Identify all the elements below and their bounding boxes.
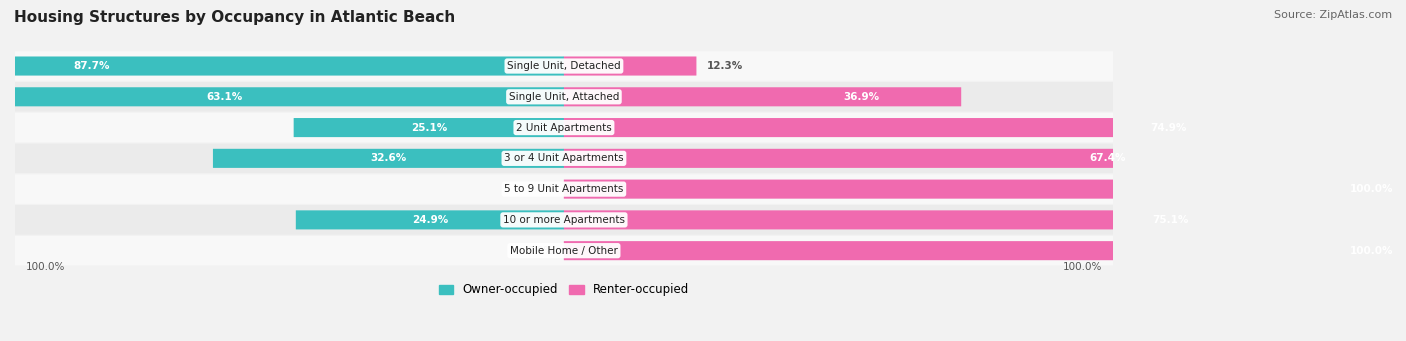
FancyBboxPatch shape <box>564 149 1289 168</box>
Text: 2 Unit Apartments: 2 Unit Apartments <box>516 122 612 133</box>
Text: 36.9%: 36.9% <box>844 92 880 102</box>
FancyBboxPatch shape <box>15 51 1114 81</box>
Text: 100.0%: 100.0% <box>1063 262 1102 272</box>
Text: 74.9%: 74.9% <box>1150 122 1187 133</box>
Text: 0.0%: 0.0% <box>527 184 553 194</box>
Text: Single Unit, Detached: Single Unit, Detached <box>508 61 620 71</box>
Text: 24.9%: 24.9% <box>412 215 449 225</box>
FancyBboxPatch shape <box>15 205 1114 235</box>
Text: 32.6%: 32.6% <box>370 153 406 163</box>
Text: 3 or 4 Unit Apartments: 3 or 4 Unit Apartments <box>505 153 624 163</box>
Text: 12.3%: 12.3% <box>707 61 744 71</box>
FancyBboxPatch shape <box>15 82 1114 112</box>
Text: 10 or more Apartments: 10 or more Apartments <box>503 215 624 225</box>
Text: 67.4%: 67.4% <box>1090 153 1126 163</box>
FancyBboxPatch shape <box>15 174 1114 204</box>
Text: 75.1%: 75.1% <box>1152 215 1188 225</box>
FancyBboxPatch shape <box>564 210 1372 229</box>
Text: Single Unit, Attached: Single Unit, Attached <box>509 92 619 102</box>
Text: Mobile Home / Other: Mobile Home / Other <box>510 246 617 256</box>
Text: 100.0%: 100.0% <box>25 262 65 272</box>
FancyBboxPatch shape <box>564 57 696 76</box>
FancyBboxPatch shape <box>564 87 962 106</box>
FancyBboxPatch shape <box>564 118 1371 137</box>
FancyBboxPatch shape <box>0 87 564 106</box>
FancyBboxPatch shape <box>15 144 1114 173</box>
Text: 63.1%: 63.1% <box>207 92 242 102</box>
FancyBboxPatch shape <box>15 236 1114 265</box>
Text: 87.7%: 87.7% <box>73 61 110 71</box>
Text: 100.0%: 100.0% <box>1350 184 1393 194</box>
FancyBboxPatch shape <box>0 57 564 76</box>
FancyBboxPatch shape <box>294 118 564 137</box>
FancyBboxPatch shape <box>564 180 1406 199</box>
Legend: Owner-occupied, Renter-occupied: Owner-occupied, Renter-occupied <box>434 279 695 301</box>
Text: Housing Structures by Occupancy in Atlantic Beach: Housing Structures by Occupancy in Atlan… <box>14 10 456 25</box>
FancyBboxPatch shape <box>295 210 564 229</box>
FancyBboxPatch shape <box>212 149 564 168</box>
FancyBboxPatch shape <box>564 241 1406 260</box>
Text: Source: ZipAtlas.com: Source: ZipAtlas.com <box>1274 10 1392 20</box>
FancyBboxPatch shape <box>15 113 1114 142</box>
Text: 5 to 9 Unit Apartments: 5 to 9 Unit Apartments <box>505 184 624 194</box>
Text: 100.0%: 100.0% <box>1350 246 1393 256</box>
Text: 25.1%: 25.1% <box>411 122 447 133</box>
Text: 0.0%: 0.0% <box>527 246 553 256</box>
